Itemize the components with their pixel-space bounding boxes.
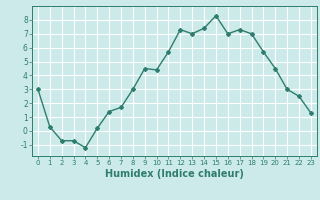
X-axis label: Humidex (Indice chaleur): Humidex (Indice chaleur) (105, 169, 244, 179)
